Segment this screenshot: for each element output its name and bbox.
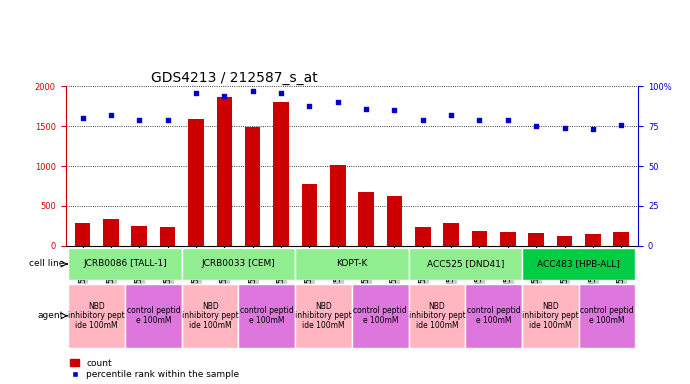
Text: ACC525 [DND41]: ACC525 [DND41] xyxy=(426,260,504,268)
Bar xyxy=(408,283,465,348)
Bar xyxy=(103,220,119,246)
Bar xyxy=(613,232,629,246)
Text: NBD
inhibitory pept
ide 100mM: NBD inhibitory pept ide 100mM xyxy=(408,302,465,330)
Point xyxy=(417,117,428,123)
Point xyxy=(502,117,513,123)
Bar xyxy=(500,232,515,246)
Point xyxy=(615,122,627,128)
Point xyxy=(361,106,372,112)
Bar xyxy=(302,184,317,246)
Bar xyxy=(352,283,408,348)
Point xyxy=(389,107,400,113)
Text: control peptid
e 100mM: control peptid e 100mM xyxy=(580,306,634,325)
Bar xyxy=(358,192,374,246)
Text: control peptid
e 100mM: control peptid e 100mM xyxy=(126,306,180,325)
Legend: count, percentile rank within the sample: count, percentile rank within the sample xyxy=(70,359,239,379)
Bar xyxy=(75,223,90,246)
Bar xyxy=(132,226,147,246)
Bar xyxy=(522,248,635,280)
Bar xyxy=(188,119,204,246)
Point xyxy=(531,123,542,129)
Point xyxy=(559,125,570,131)
Bar xyxy=(579,283,635,348)
Point xyxy=(446,112,457,118)
Bar xyxy=(585,234,601,246)
Bar xyxy=(295,283,352,348)
Text: JCRB0033 [CEM]: JCRB0033 [CEM] xyxy=(201,260,275,268)
Text: GDS4213 / 212587_s_at: GDS4213 / 212587_s_at xyxy=(151,71,318,85)
Point xyxy=(275,90,286,96)
Bar xyxy=(295,248,408,280)
Point xyxy=(190,90,201,96)
Text: ACC483 [HPB-ALL]: ACC483 [HPB-ALL] xyxy=(538,260,620,268)
Point xyxy=(77,115,88,121)
Text: control peptid
e 100mM: control peptid e 100mM xyxy=(240,306,294,325)
Bar xyxy=(181,248,295,280)
Text: NBD
inhibitory pept
ide 100mM: NBD inhibitory pept ide 100mM xyxy=(181,302,239,330)
Bar xyxy=(239,283,295,348)
Point xyxy=(474,117,485,123)
Bar xyxy=(557,236,572,246)
Bar xyxy=(68,283,125,348)
Bar xyxy=(273,102,289,246)
Point xyxy=(134,117,145,123)
Bar xyxy=(68,248,181,280)
Text: agent: agent xyxy=(38,311,64,320)
Bar xyxy=(472,231,487,246)
Bar xyxy=(217,97,232,246)
Text: KOPT-K: KOPT-K xyxy=(336,260,368,268)
Bar xyxy=(160,227,175,246)
Point xyxy=(304,103,315,109)
Text: NBD
inhibitory pept
ide 100mM: NBD inhibitory pept ide 100mM xyxy=(522,302,579,330)
Bar xyxy=(125,283,181,348)
Text: control peptid
e 100mM: control peptid e 100mM xyxy=(353,306,407,325)
Bar xyxy=(465,283,522,348)
Bar xyxy=(330,165,346,246)
Bar xyxy=(245,127,260,246)
Text: NBD
inhibitory pept
ide 100mM: NBD inhibitory pept ide 100mM xyxy=(68,302,125,330)
Bar xyxy=(529,233,544,246)
Text: NBD
inhibitory pept
ide 100mM: NBD inhibitory pept ide 100mM xyxy=(295,302,352,330)
Bar xyxy=(181,283,239,348)
Bar xyxy=(386,196,402,246)
Point xyxy=(162,117,173,123)
Point xyxy=(587,126,598,132)
Bar xyxy=(444,223,459,246)
Point xyxy=(106,112,117,118)
Text: cell line: cell line xyxy=(29,260,64,268)
Bar xyxy=(415,227,431,246)
Point xyxy=(247,88,258,94)
Point xyxy=(219,93,230,99)
Point xyxy=(332,99,343,106)
Text: JCRB0086 [TALL-1]: JCRB0086 [TALL-1] xyxy=(83,260,167,268)
Text: control peptid
e 100mM: control peptid e 100mM xyxy=(466,306,520,325)
Bar xyxy=(522,283,579,348)
Bar xyxy=(408,248,522,280)
